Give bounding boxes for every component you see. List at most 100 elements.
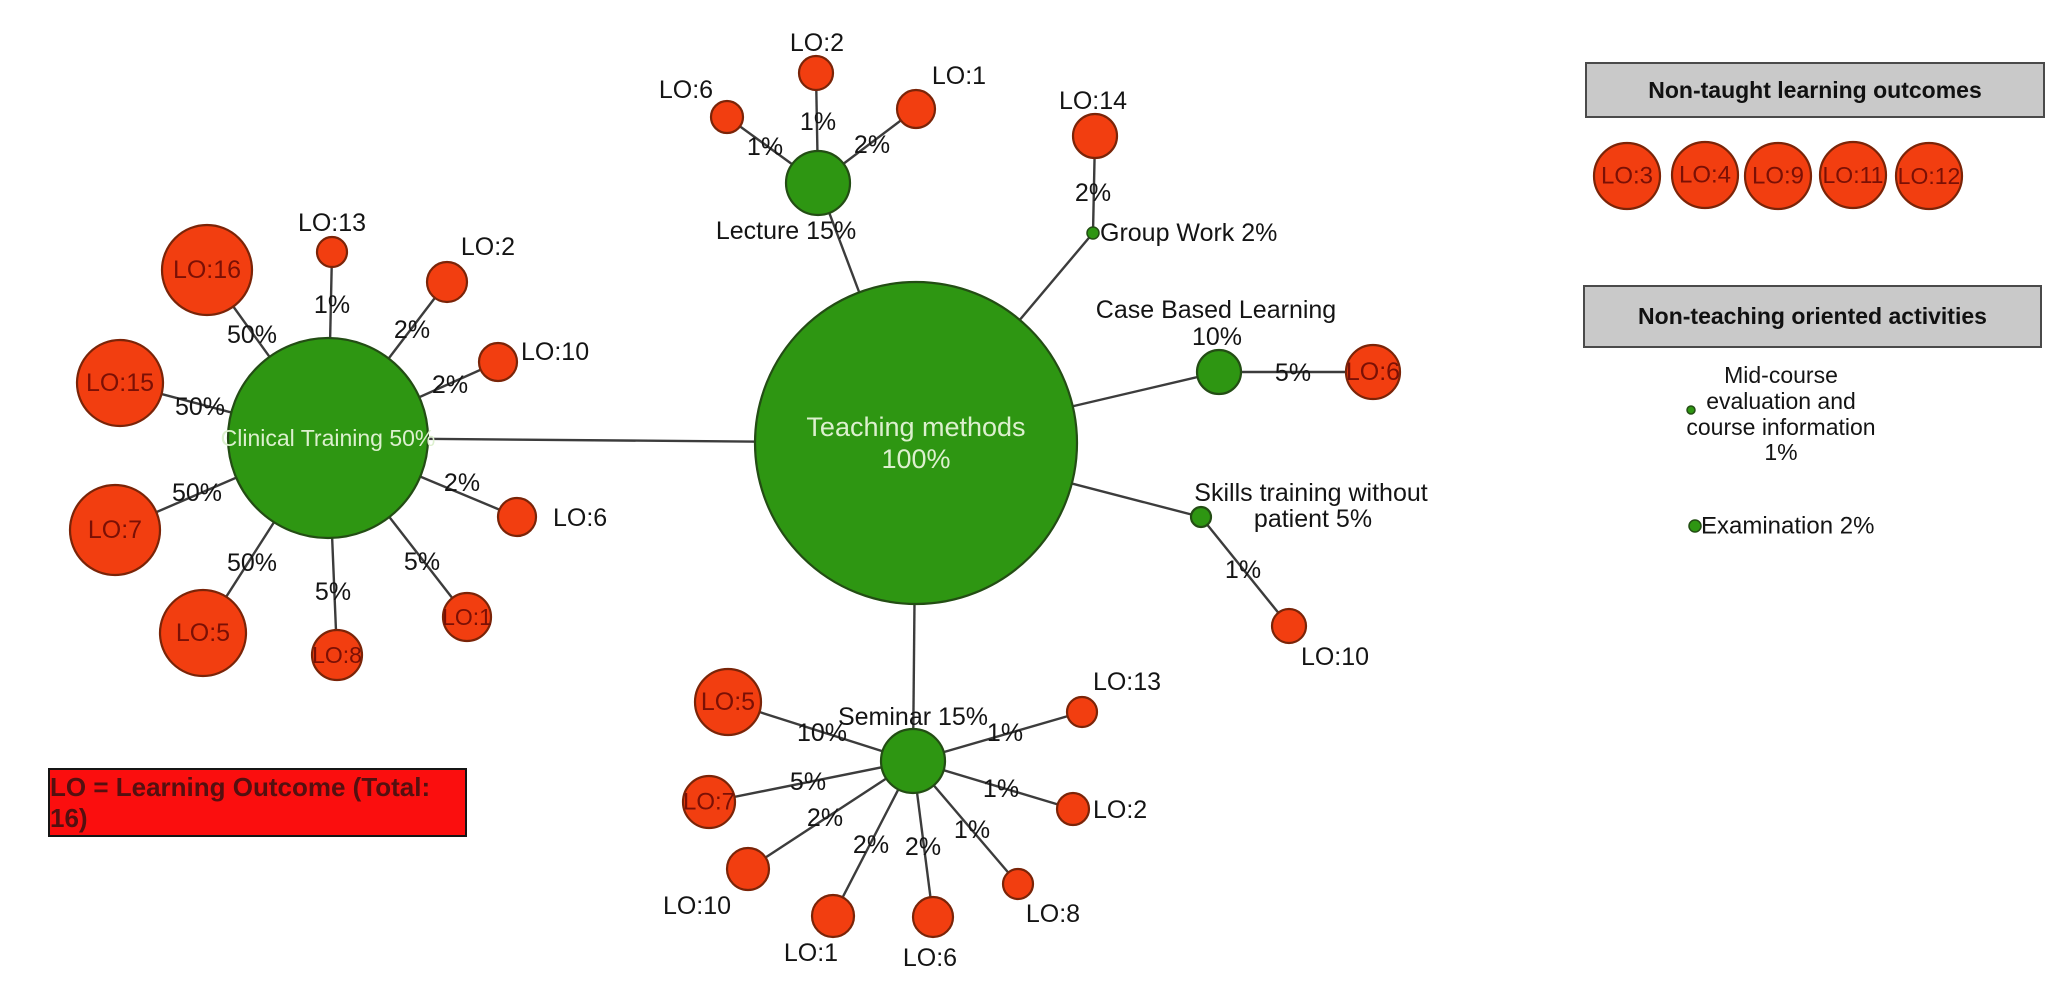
node-lo7c-outcome-circle — [68, 483, 162, 577]
node-groupwork-hub-circle — [1086, 226, 1100, 240]
edge-label-lecture-lo2l: 1% — [800, 108, 836, 136]
node-lo5c-label: LO:5 — [176, 619, 230, 647]
lo2l-label: LO:2 — [790, 29, 844, 57]
edge-label-clinical-lo1c: 5% — [404, 548, 440, 576]
node-lo11-outcome-circle — [1818, 140, 1888, 210]
lo14-label: LO:14 — [1059, 87, 1127, 115]
edge-label-clinical-lo10c: 2% — [432, 371, 468, 399]
lo1l-label: LO:1 — [932, 62, 986, 90]
casebased-label-1: Case Based Learning — [1096, 296, 1336, 324]
lo8s-label: LO:8 — [1026, 900, 1080, 928]
legend-non-taught-title: Non-taught learning outcomes — [1648, 76, 1982, 103]
node-midcourse-hub-circle — [1686, 405, 1696, 415]
lecture-label: Lecture 15% — [716, 217, 856, 245]
edge-label-clinical-lo2c: 2% — [394, 316, 430, 344]
node-lo2l-outcome-circle — [797, 54, 835, 92]
node-lo9-label: LO:9 — [1752, 163, 1804, 190]
node-skills-hub-circle — [1189, 505, 1213, 529]
edge-label-seminar-lo8s: 1% — [954, 816, 990, 844]
edge-label-seminar-lo7s: 5% — [790, 768, 826, 796]
lo-key-text: LO = Learning Outcome (Total: 16) — [50, 771, 431, 833]
node-lo8s-outcome-circle — [1001, 867, 1035, 901]
node-lo16-label: LO:16 — [173, 256, 241, 284]
lo1s-label: LO:1 — [784, 939, 838, 967]
node-lo5s-label: LO:5 — [701, 688, 755, 716]
node-lo10s-outcome-circle — [1270, 607, 1308, 645]
node-lo16-outcome-circle — [160, 223, 254, 317]
node-lo6cb-outcome-circle — [1344, 343, 1402, 401]
edge-label-skills-lo10s: 1% — [1225, 556, 1261, 584]
node-lo1s-outcome-circle — [810, 893, 856, 939]
node-lo3-label: LO:3 — [1601, 163, 1653, 190]
edge-skills-lo10s — [1200, 516, 1290, 627]
node-lo5s-outcome-circle — [693, 667, 763, 737]
node-lo6c-outcome-circle — [496, 496, 538, 538]
lo13c-label: LO:13 — [298, 209, 366, 237]
lo2c-label: LO:2 — [461, 233, 515, 261]
edge-label-seminar-lo13s: 1% — [987, 719, 1023, 747]
node-lo7c-label: LO:7 — [88, 516, 142, 544]
node-lo8c-label: LO:8 — [312, 642, 362, 668]
lo10c-label: LO:10 — [521, 338, 589, 366]
edge-label-lecture-lo1l: 2% — [854, 131, 890, 159]
node-lo6s-outcome-circle — [911, 895, 955, 939]
lo6s-label: LO:6 — [903, 944, 957, 972]
node-clinical-hub-circle — [226, 336, 430, 540]
lo6c-label: LO:6 — [553, 504, 607, 532]
midcourse-line-3: course information — [1686, 414, 1875, 440]
node-seminar-hub-circle — [879, 727, 947, 795]
node-lo10c-outcome-circle — [477, 341, 519, 383]
casebased-label-2: 10% — [1192, 323, 1242, 351]
edge-label-clinical-lo16: 50% — [227, 321, 277, 349]
node-lo15-outcome-circle — [75, 338, 165, 428]
edge-label-clinical-lo8c: 5% — [315, 578, 351, 606]
edge-label-seminar-lo6s: 2% — [905, 833, 941, 861]
midcourse-line-4: 1% — [1764, 439, 1797, 465]
edge-label-clinical-lo13c: 1% — [314, 291, 350, 319]
legend-non-taught-box: Non-taught learning outcomes — [1585, 62, 2045, 118]
node-lo7s-label: LO:7 — [683, 789, 735, 816]
node-lo12-label: LO:12 — [1898, 163, 1961, 189]
midcourse-line-1: Mid-course — [1724, 362, 1838, 388]
edge-label-clinical-lo7c: 50% — [172, 479, 222, 507]
node-teaching-hub-circle — [753, 280, 1079, 606]
node-lo1c-label: LO:1 — [442, 604, 492, 630]
node-lo12-outcome-circle — [1894, 141, 1964, 211]
edge-label-groupwork-lo14: 2% — [1075, 179, 1111, 207]
node-exam-hub-circle — [1688, 519, 1702, 533]
node-lo13s-outcome-circle — [1065, 695, 1099, 729]
lo10s-label: LO:10 — [1301, 643, 1369, 671]
seminar-label: Seminar 15% — [838, 703, 988, 731]
edge-label-seminar-lo10m: 2% — [807, 804, 843, 832]
edge-label-clinical-lo15: 50% — [175, 393, 225, 421]
node-lo14-outcome-circle — [1071, 112, 1119, 160]
node-lo4-outcome-circle — [1670, 140, 1740, 210]
legend-non-teaching-title: Non-teaching oriented activities — [1638, 303, 1987, 329]
node-lo2c-outcome-circle — [425, 260, 469, 304]
node-teaching-label: Teaching methods — [806, 412, 1025, 442]
edge-label-lecture-lo6l: 1% — [747, 133, 783, 161]
edge-seminar-lo7s — [708, 759, 914, 804]
edge-label-seminar-lo5s: 10% — [797, 719, 847, 747]
node-lo2s-outcome-circle — [1055, 791, 1091, 827]
node-lo5c-outcome-circle — [158, 588, 248, 678]
node-lo10m-outcome-circle — [725, 846, 771, 892]
lo13s-label: LO:13 — [1093, 668, 1161, 696]
edge-label-clinical-lo6c: 2% — [444, 469, 480, 497]
node-lo9-outcome-circle — [1743, 141, 1813, 211]
edge-label-clinical-lo5c: 50% — [227, 549, 277, 577]
lo10m-label: LO:10 — [663, 892, 731, 920]
node-lo4-label: LO:4 — [1679, 162, 1731, 189]
node-lo11-label: LO:11 — [1823, 162, 1884, 188]
edge-label-casebased-lo6cb: 5% — [1275, 359, 1311, 387]
node-lo6l-outcome-circle — [709, 99, 745, 135]
node-lo3-outcome-circle — [1592, 141, 1662, 211]
node-lo7s-outcome-circle — [681, 774, 737, 830]
lo2s-label: LO:2 — [1093, 796, 1147, 824]
groupwork-label: Group Work 2% — [1100, 219, 1277, 247]
node-lo1c-outcome-circle — [441, 591, 493, 643]
lo6l-label: LO:6 — [659, 76, 713, 104]
node-lo1l-outcome-circle — [895, 88, 937, 130]
